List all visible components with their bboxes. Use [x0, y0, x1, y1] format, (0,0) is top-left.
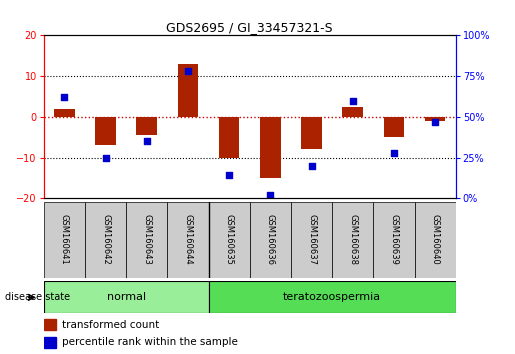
Text: GSM160640: GSM160640	[431, 215, 440, 265]
Bar	[342, 107, 363, 117]
Point	[266, 192, 274, 198]
Text: GSM160641: GSM160641	[60, 215, 69, 265]
Point	[390, 150, 398, 155]
Bar	[126, 202, 167, 278]
Bar	[95, 117, 116, 145]
Bar	[85, 202, 126, 278]
Point	[307, 163, 316, 169]
Bar	[209, 202, 250, 278]
Title: GDS2695 / GI_33457321-S: GDS2695 / GI_33457321-S	[166, 21, 333, 34]
Bar	[415, 202, 456, 278]
Bar	[44, 319, 56, 330]
Bar	[373, 202, 415, 278]
Point	[143, 138, 151, 144]
Bar	[301, 117, 322, 149]
Text: normal: normal	[107, 292, 146, 302]
Bar	[425, 117, 445, 121]
Bar	[44, 202, 85, 278]
Bar	[44, 337, 56, 348]
Text: GSM160642: GSM160642	[101, 215, 110, 265]
Bar	[219, 117, 239, 158]
Bar	[178, 64, 198, 117]
Point	[225, 173, 233, 178]
Text: GSM160638: GSM160638	[348, 214, 357, 266]
Text: teratozoospermia: teratozoospermia	[283, 292, 381, 302]
Text: GSM160639: GSM160639	[389, 215, 399, 265]
Text: GSM160636: GSM160636	[266, 214, 275, 266]
Bar	[260, 117, 281, 178]
Text: GSM160637: GSM160637	[307, 214, 316, 266]
Bar	[54, 109, 75, 117]
Point	[349, 98, 357, 103]
Point	[101, 155, 110, 160]
Text: GSM160644: GSM160644	[183, 215, 193, 265]
Point	[60, 95, 68, 100]
Text: GSM160643: GSM160643	[142, 215, 151, 265]
Text: GSM160635: GSM160635	[225, 215, 234, 265]
Bar	[167, 202, 209, 278]
Text: percentile rank within the sample: percentile rank within the sample	[62, 337, 238, 347]
Text: transformed count: transformed count	[62, 320, 160, 330]
Point	[431, 119, 439, 125]
Bar	[291, 202, 332, 278]
Bar	[332, 202, 373, 278]
Bar	[209, 281, 456, 313]
Bar	[250, 202, 291, 278]
Bar	[136, 117, 157, 135]
Bar	[44, 281, 209, 313]
Point	[184, 68, 192, 74]
Text: disease state: disease state	[5, 292, 70, 302]
Bar	[384, 117, 404, 137]
